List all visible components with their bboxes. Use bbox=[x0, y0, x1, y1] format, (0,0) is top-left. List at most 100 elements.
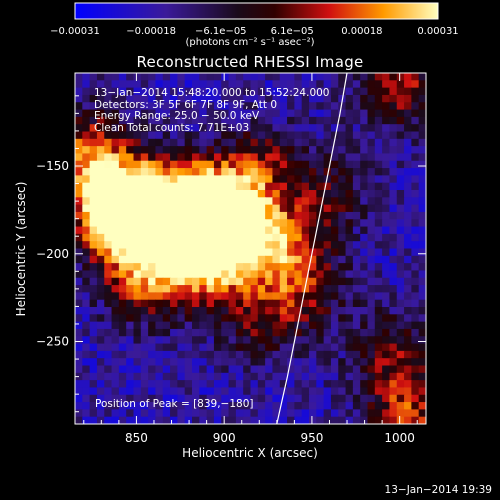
heatmap-cell bbox=[243, 146, 252, 155]
heatmap-cell bbox=[279, 204, 288, 213]
heatmap-cell bbox=[206, 394, 215, 403]
heatmap-cell bbox=[382, 226, 391, 235]
heatmap-cell bbox=[309, 299, 317, 308]
heatmap-cell bbox=[140, 197, 149, 206]
heatmap-cell bbox=[374, 219, 383, 228]
heatmap-cell bbox=[404, 285, 412, 293]
heatmap-cell bbox=[104, 204, 113, 213]
heatmap-cell bbox=[75, 94, 83, 103]
heatmap-cell bbox=[235, 233, 244, 242]
heatmap-cell bbox=[104, 365, 113, 374]
heatmap-cell bbox=[184, 226, 193, 235]
heatmap-cell bbox=[316, 94, 325, 103]
heatmap-cell bbox=[316, 138, 325, 147]
heatmap-cell bbox=[192, 248, 200, 257]
heatmap-cell bbox=[133, 116, 142, 125]
heatmap-cell bbox=[257, 394, 266, 403]
heatmap-cell bbox=[140, 168, 149, 176]
heatmap-cell bbox=[206, 80, 215, 89]
heatmap-cell bbox=[265, 94, 274, 103]
heatmap-cell bbox=[162, 109, 171, 118]
heatmap-cell bbox=[89, 358, 98, 367]
heatmap-cell bbox=[221, 248, 230, 257]
heatmap-cell bbox=[294, 109, 303, 118]
heatmap-cell bbox=[279, 321, 288, 330]
heatmap-cell bbox=[228, 102, 237, 111]
heatmap-cell bbox=[352, 160, 361, 169]
heatmap-cell bbox=[126, 211, 135, 220]
limb-line bbox=[276, 72, 348, 425]
heatmap-cell bbox=[170, 226, 178, 235]
heatmap-cell bbox=[170, 270, 178, 279]
heatmap-cell bbox=[104, 350, 113, 359]
heatmap-cell bbox=[338, 285, 347, 293]
heatmap-cell bbox=[396, 182, 405, 191]
heatmap-cell bbox=[272, 350, 281, 359]
heatmap-cell bbox=[228, 394, 237, 403]
heatmap-cell bbox=[352, 73, 361, 81]
heatmap-cell bbox=[96, 380, 105, 389]
heatmap-cell bbox=[118, 226, 127, 235]
heatmap-cell bbox=[265, 204, 274, 213]
heatmap-cell bbox=[404, 138, 412, 147]
heatmap-cell bbox=[126, 358, 135, 367]
heatmap-cell bbox=[206, 116, 215, 125]
heatmap-cell bbox=[301, 226, 310, 235]
heatmap-cell bbox=[389, 182, 398, 191]
heatmap-cell bbox=[118, 270, 127, 279]
heatmap-cell bbox=[82, 204, 91, 213]
heatmap-cell bbox=[323, 190, 332, 198]
heatmap-cell bbox=[404, 336, 412, 345]
heatmap-cell bbox=[389, 80, 398, 89]
heatmap-cell bbox=[294, 168, 303, 176]
y-tick-label: −250 bbox=[36, 335, 69, 349]
heatmap-cell bbox=[177, 182, 186, 191]
heatmap-cell bbox=[396, 102, 405, 111]
heatmap-cell bbox=[279, 328, 288, 337]
heatmap-cell bbox=[213, 190, 222, 198]
heatmap-cell bbox=[155, 314, 164, 323]
heatmap-cell bbox=[89, 292, 98, 301]
heatmap-cell bbox=[250, 182, 259, 191]
heatmap-cell bbox=[411, 211, 420, 220]
heatmap-cell bbox=[389, 321, 398, 330]
heatmap-cell bbox=[221, 160, 230, 169]
heatmap-cell bbox=[418, 109, 426, 118]
heatmap-cell bbox=[367, 190, 376, 198]
heatmap-cell bbox=[367, 124, 376, 133]
heatmap-cell bbox=[148, 292, 157, 301]
heatmap-cell bbox=[345, 182, 354, 191]
heatmap-cell bbox=[228, 182, 237, 191]
heatmap-cell bbox=[287, 182, 295, 191]
heatmap-cell bbox=[382, 328, 391, 337]
heatmap-cell bbox=[418, 394, 426, 403]
heatmap-cell bbox=[243, 80, 252, 89]
heatmap-cell bbox=[221, 358, 230, 367]
heatmap-cell bbox=[228, 146, 237, 155]
heatmap-cell bbox=[75, 248, 83, 257]
heatmap-cell bbox=[411, 328, 420, 337]
heatmap-cell bbox=[367, 372, 376, 381]
heatmap-cell bbox=[235, 277, 244, 286]
heatmap-cell bbox=[294, 299, 303, 308]
heatmap-cell bbox=[396, 402, 405, 410]
heatmap-cell bbox=[250, 336, 259, 345]
heatmap-cell bbox=[272, 285, 281, 293]
heatmap-cell bbox=[309, 219, 317, 228]
heatmap-cell bbox=[148, 138, 157, 147]
heatmap-cell bbox=[243, 387, 252, 396]
heatmap-cell bbox=[250, 299, 259, 308]
heatmap-cell bbox=[184, 299, 193, 308]
heatmap-cell bbox=[243, 263, 252, 272]
heatmap-cell bbox=[221, 116, 230, 125]
heatmap-cell bbox=[287, 343, 295, 352]
heatmap-cell bbox=[96, 387, 105, 396]
heatmap-cell bbox=[104, 394, 113, 403]
heatmap-cell bbox=[323, 380, 332, 389]
heatmap-cell bbox=[213, 182, 222, 191]
heatmap-cell bbox=[418, 255, 426, 264]
heatmap-cell bbox=[228, 241, 237, 250]
heatmap-cell bbox=[221, 94, 230, 103]
heatmap-cell bbox=[338, 146, 347, 155]
heatmap-cell bbox=[250, 131, 259, 140]
